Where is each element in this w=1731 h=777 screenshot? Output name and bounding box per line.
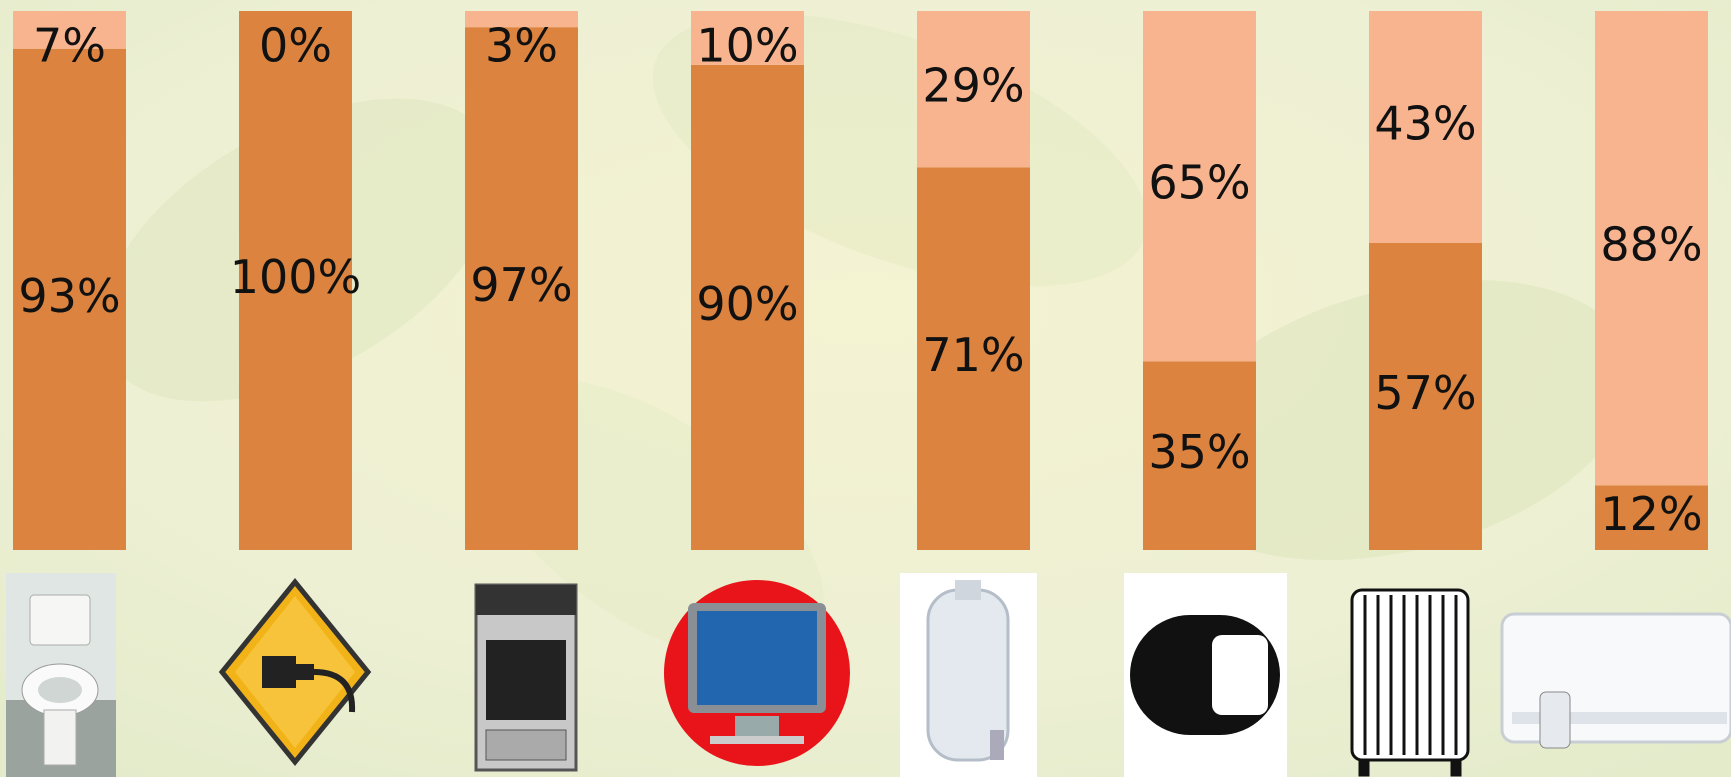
bar-segment [1369,11,1482,243]
bar-segment [13,48,126,550]
toilet-icon [6,573,116,777]
icons [6,573,1731,777]
value-label: 10% [696,19,798,73]
bar-segment [1595,11,1708,486]
value-label: 100% [230,250,362,304]
value-label: 71% [922,328,1024,382]
tv-icon [664,580,850,766]
water-heater-icon [900,573,1037,777]
value-label: 7% [33,19,106,73]
bar-segment [239,11,352,550]
bar-segment [465,11,578,28]
radiator-icon [1350,588,1470,777]
value-label: 88% [1600,218,1702,272]
stove-icon [474,583,578,772]
value-label: 35% [1148,425,1250,479]
value-label: 65% [1148,156,1250,210]
bars: 93% 7% 100% 0% 97% 3% 90% 10% 71% 29% 35% 65% 57% 43%… [13,11,1708,551]
value-label: 12% [1600,487,1702,541]
value-label: 90% [696,277,798,331]
bar-segment [691,11,804,65]
value-label: 97% [470,258,572,312]
air-conditioner-icon [1500,612,1731,749]
bar-segment [465,27,578,551]
bar-segment [1143,11,1256,362]
bar-segment [691,64,804,551]
bar-segment [13,11,126,49]
value-label: 0% [259,19,332,73]
plug-warning-icon [218,578,372,766]
bar-segment [1595,485,1708,550]
bar-segment [1143,361,1256,550]
value-label: 29% [922,59,1024,113]
bar-segment [1369,242,1482,550]
wifi-icon [1124,573,1287,777]
bar-segment [917,11,1030,168]
value-label: 43% [1374,96,1476,150]
value-label: 57% [1374,366,1476,420]
value-label: 93% [18,269,120,323]
value-label: 3% [485,19,558,73]
bar-segment [917,167,1030,550]
